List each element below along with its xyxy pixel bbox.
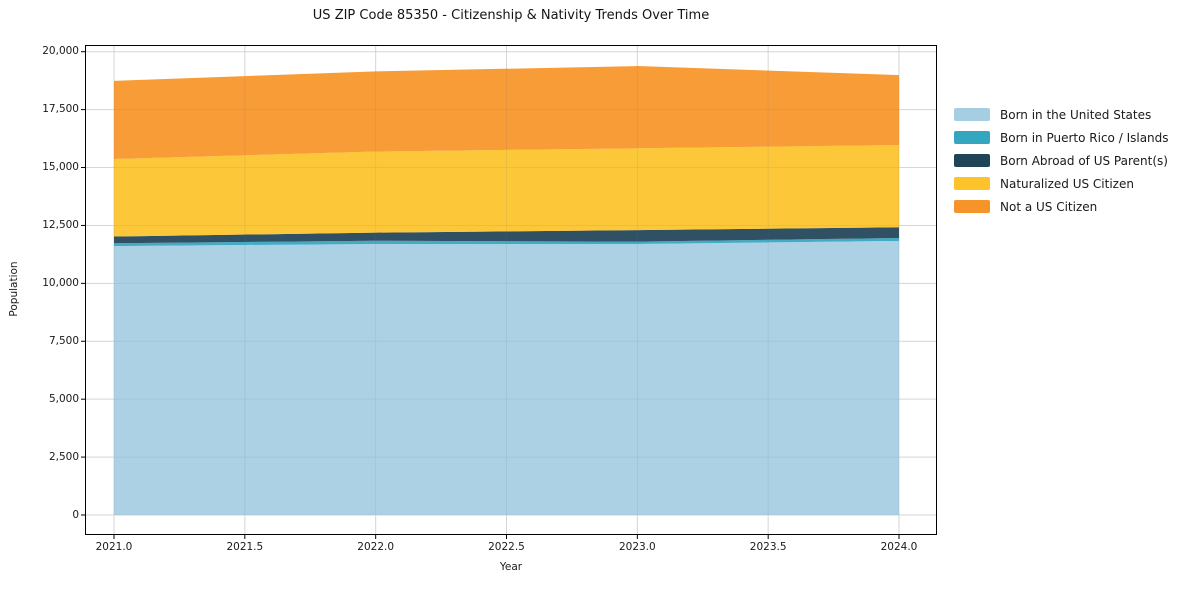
legend-label: Born in Puerto Rico / Islands <box>1000 130 1169 145</box>
gridlines-overlay <box>85 45 937 535</box>
x-tick-label: 2022.5 <box>488 541 525 553</box>
y-axis-label: Population <box>8 261 20 317</box>
x-tick-label: 2023.0 <box>618 541 656 553</box>
y-tick-label: 0 <box>72 508 79 521</box>
x-tick-label: 2022.0 <box>357 541 395 553</box>
legend-swatch-icon <box>954 131 990 144</box>
y-tick-label: 2,500 <box>48 450 79 463</box>
legend-item: Born in Puerto Rico / Islands <box>954 126 1169 149</box>
y-tick-label: 12,500 <box>42 218 79 231</box>
legend-swatch-icon <box>954 154 990 167</box>
area-series-0 <box>114 240 899 515</box>
y-tick-label: 5,000 <box>48 392 79 405</box>
area-series-2 <box>114 227 899 244</box>
x-axis-label: Year <box>499 561 523 573</box>
y-tick-label: 17,500 <box>42 103 79 116</box>
legend-item: Born Abroad of US Parent(s) <box>954 149 1169 172</box>
legend-item: Born in the United States <box>954 103 1169 126</box>
area-series-4 <box>114 66 899 159</box>
x-tick-label: 2021.0 <box>95 541 133 553</box>
x-tick-label: 2024.0 <box>880 541 918 553</box>
legend-label: Not a US Citizen <box>1000 199 1098 214</box>
stacked-areas <box>114 66 899 515</box>
y-tick-label: 7,500 <box>48 334 79 347</box>
plot-border <box>85 45 937 535</box>
legend-item: Naturalized US Citizen <box>954 172 1169 195</box>
legend-label: Born Abroad of US Parent(s) <box>1000 153 1168 168</box>
legend-item: Not a US Citizen <box>954 195 1169 218</box>
legend: Born in the United States Born in Puerto … <box>954 103 1169 218</box>
y-tick-label: 10,000 <box>42 276 79 289</box>
legend-swatch-icon <box>954 177 990 190</box>
legend-swatch-icon <box>954 200 990 213</box>
x-tick-label: 2021.5 <box>226 541 264 553</box>
area-series-1 <box>114 237 899 247</box>
chart-title: US ZIP Code 85350 - Citizenship & Nativi… <box>312 8 710 23</box>
area-series-3 <box>114 145 899 237</box>
legend-swatch-icon <box>954 108 990 121</box>
y-tick-label: 20,000 <box>42 45 79 58</box>
legend-label: Born in the United States <box>1000 107 1152 122</box>
x-tick-label: 2023.5 <box>749 541 787 553</box>
legend-label: Naturalized US Citizen <box>1000 176 1134 191</box>
y-tick-label: 15,000 <box>42 161 79 174</box>
tick-marks <box>81 51 900 539</box>
